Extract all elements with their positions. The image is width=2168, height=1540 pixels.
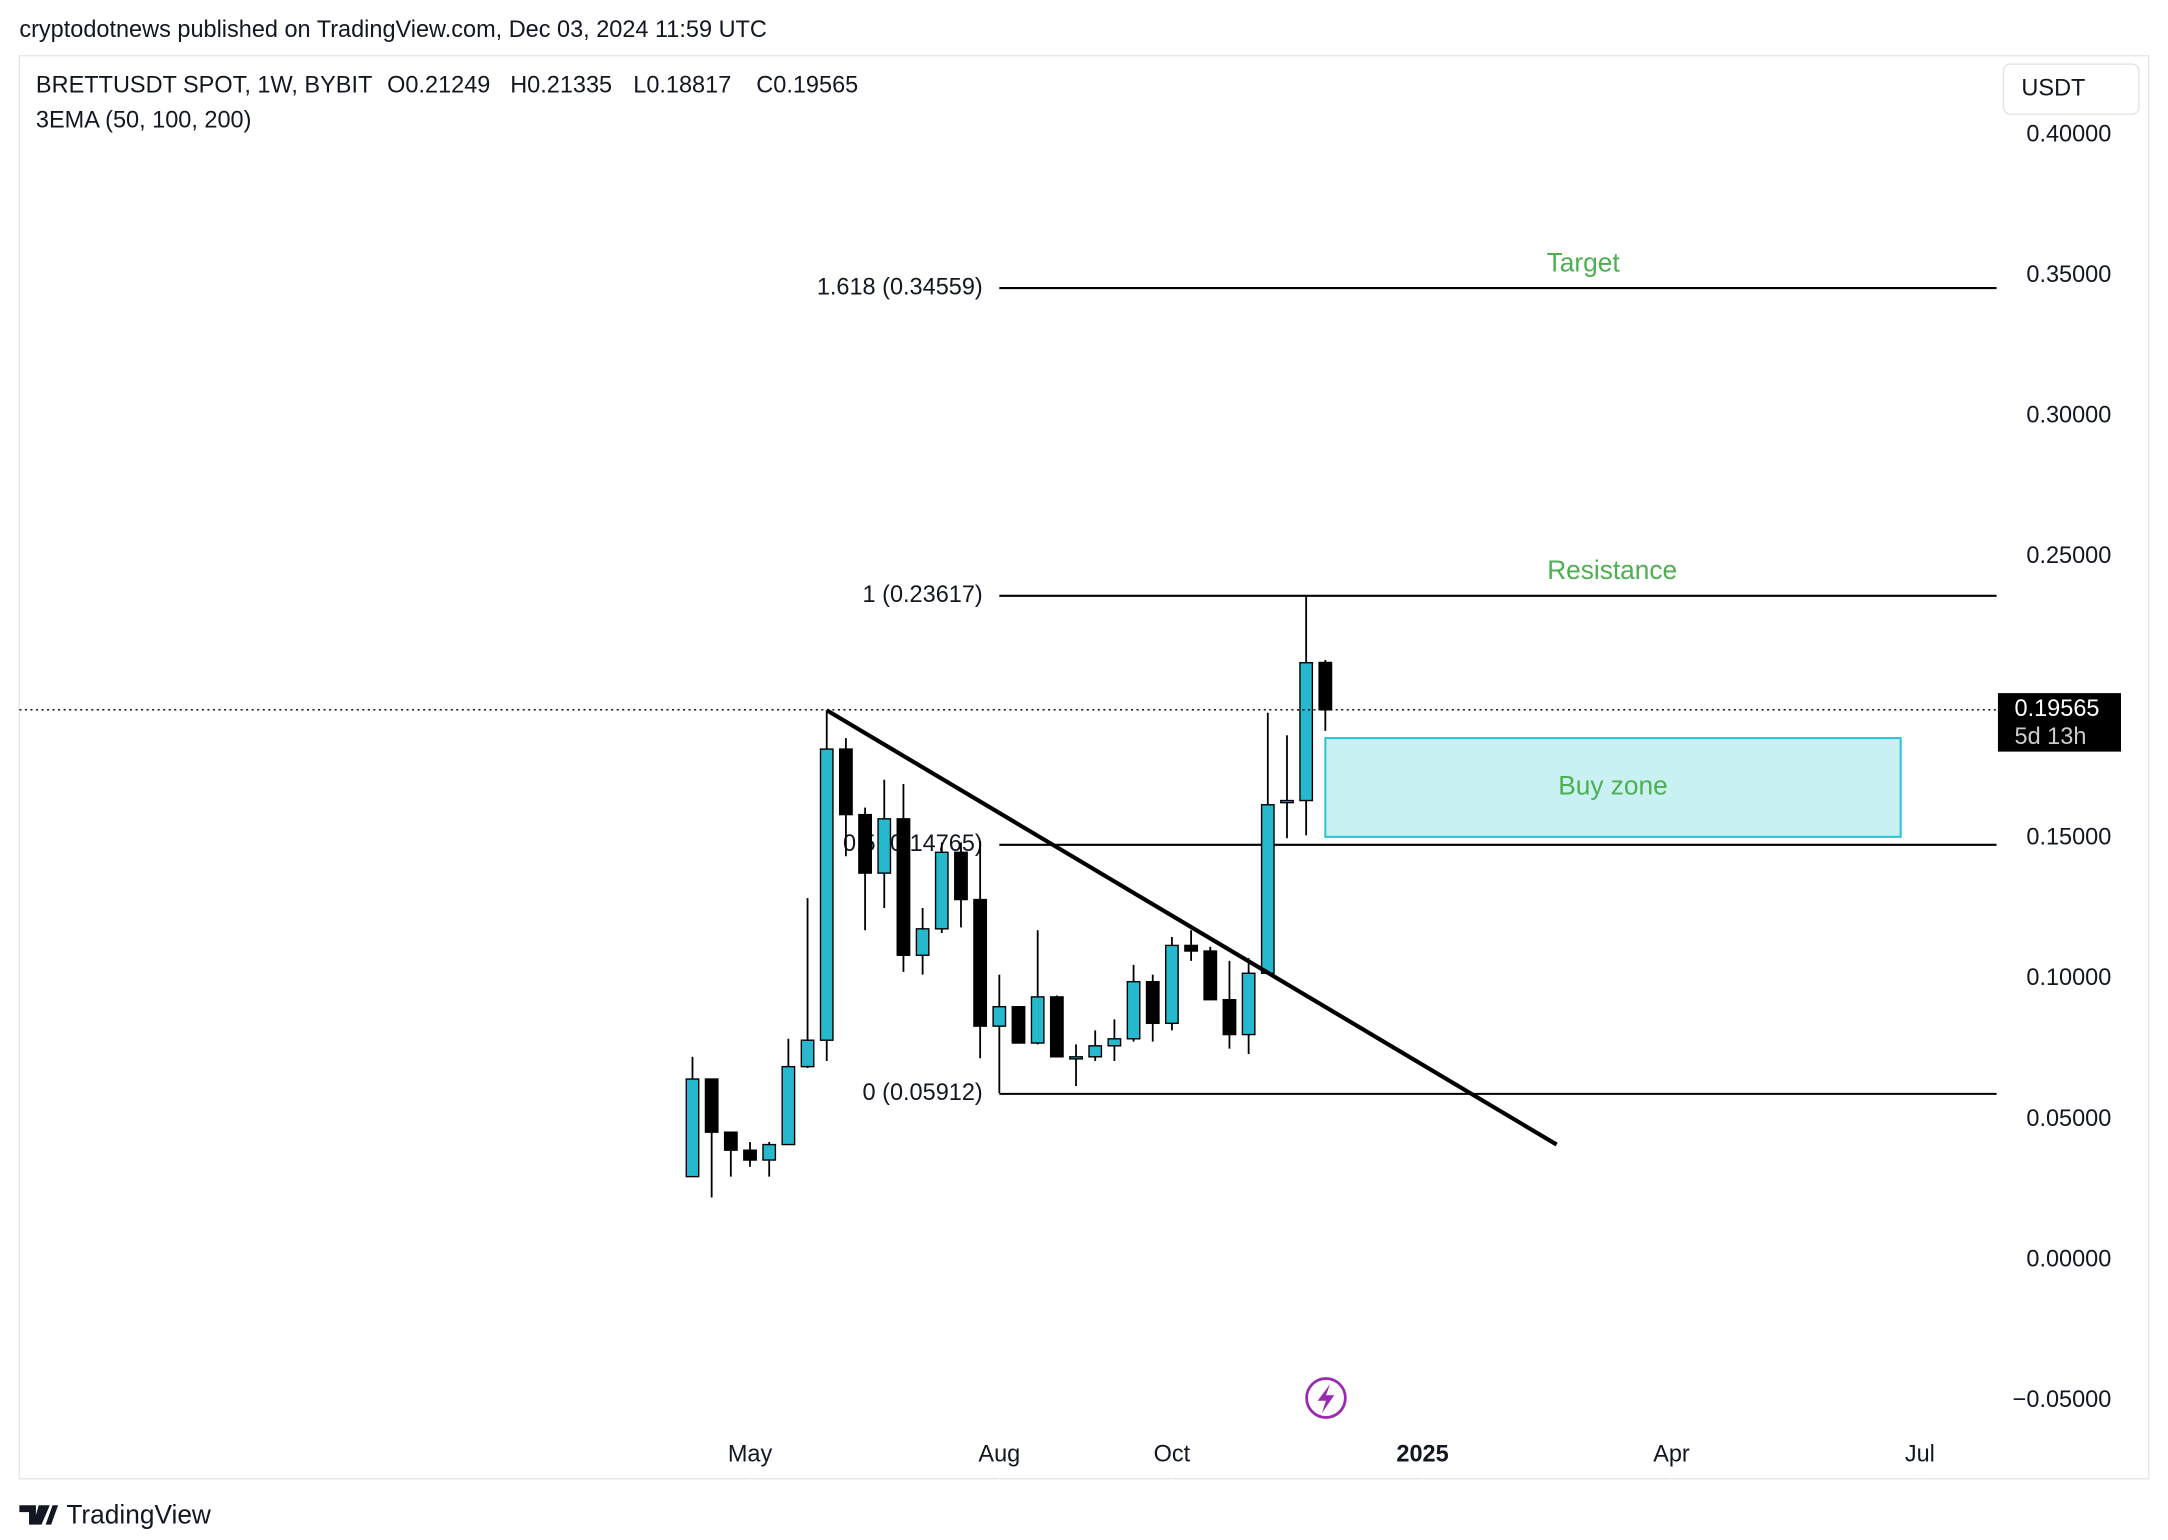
annotation: Resistance (1547, 555, 1677, 585)
candle-body (1088, 1045, 1103, 1058)
indicator: 3EMA (50, 100, 200) (36, 106, 252, 132)
buy-zone-label: Buy zone (1558, 770, 1668, 800)
y-tick-label: 0.35000 (2026, 261, 2111, 287)
candle-body (1049, 996, 1064, 1058)
candle-body (992, 1006, 1007, 1027)
footer-brand: TradingView (66, 1499, 212, 1529)
y-tick-label: 0.40000 (2026, 120, 2111, 146)
x-tick-label: Apr (1653, 1440, 1690, 1466)
candle-body (1011, 1006, 1026, 1044)
tv-logo (19, 1505, 59, 1525)
legend-key: H (510, 72, 527, 98)
candle-body (743, 1149, 757, 1161)
candle-body (1184, 944, 1199, 952)
candle-body (1069, 1056, 1083, 1060)
candle-body (704, 1078, 719, 1133)
y-tick-label: 0.05000 (2026, 1105, 2111, 1131)
candle-body (838, 748, 853, 816)
candle-body (1260, 804, 1275, 974)
candle-body (877, 818, 892, 874)
candle-body (1241, 972, 1256, 1036)
x-tick-label: Aug (978, 1440, 1020, 1466)
candle-body (1299, 662, 1314, 802)
fib-label: 1.618 (0.34559) (817, 273, 983, 299)
buy-zone (1324, 737, 1902, 838)
x-tick-label: 2025 (1396, 1440, 1448, 1466)
candle-body (1107, 1038, 1122, 1047)
frame (18, 55, 2150, 1480)
x-tick-label: Jul (1905, 1440, 1935, 1466)
legend-value: 0.21249 (405, 72, 490, 98)
x-tick-label: May (728, 1440, 773, 1466)
candle-body (1203, 950, 1218, 1001)
fib-label: 0 (0.05912) (863, 1079, 983, 1105)
candle-body (1318, 661, 1333, 711)
trendline (825, 708, 1558, 1147)
y-tick-label: 0.25000 (2026, 542, 2111, 568)
legend-key: O (387, 72, 405, 98)
legend-value: 0.19565 (773, 72, 858, 98)
legend-key: L (633, 72, 646, 98)
legend-value: 0.18817 (646, 72, 731, 98)
annotation: Target (1547, 247, 1621, 277)
published-line: cryptodotnews published on TradingView.c… (19, 16, 766, 42)
candle-body (1030, 996, 1045, 1044)
symbol: BRETTUSDT SPOT, 1W, BYBIT (36, 72, 372, 98)
candle-body (973, 898, 988, 1027)
candle-body (1280, 799, 1294, 804)
price-tag (1997, 693, 2121, 752)
y-tick-label: 0.30000 (2026, 401, 2111, 427)
candle-body (723, 1131, 738, 1151)
y-tick-label: 0.00000 (2026, 1245, 2111, 1271)
legend-key: C (756, 72, 773, 98)
candle-body (762, 1143, 777, 1161)
candle-body (954, 851, 968, 901)
candle-body (781, 1065, 796, 1146)
legend-value: 0.21335 (527, 72, 612, 98)
candle-body (896, 818, 911, 956)
y-tick-label: 0.15000 (2026, 823, 2111, 849)
currency[interactable]: USDT (2021, 74, 2085, 100)
candle-body (1145, 981, 1160, 1025)
y-tick-label: −0.05000 (2013, 1386, 2112, 1412)
currency-box[interactable] (2002, 63, 2140, 115)
candle-body (800, 1039, 815, 1068)
candle-body (1165, 944, 1179, 1025)
candle-body (1222, 999, 1237, 1036)
price-tag-value: 0.19565 (2015, 695, 2100, 721)
candle-body (685, 1078, 700, 1178)
fib-label: 1 (0.23617) (863, 581, 983, 607)
candle-body (915, 928, 930, 956)
x-tick-label: Oct (1154, 1440, 1191, 1466)
candle-body (819, 748, 834, 1041)
event-bolt (1317, 1384, 1335, 1414)
price-tag-countdown: 5d 13h (2015, 723, 2087, 749)
candle-body (934, 851, 949, 930)
candle-body (858, 813, 872, 874)
candle-body (1126, 981, 1141, 1040)
y-tick-label: 0.10000 (2026, 964, 2111, 990)
